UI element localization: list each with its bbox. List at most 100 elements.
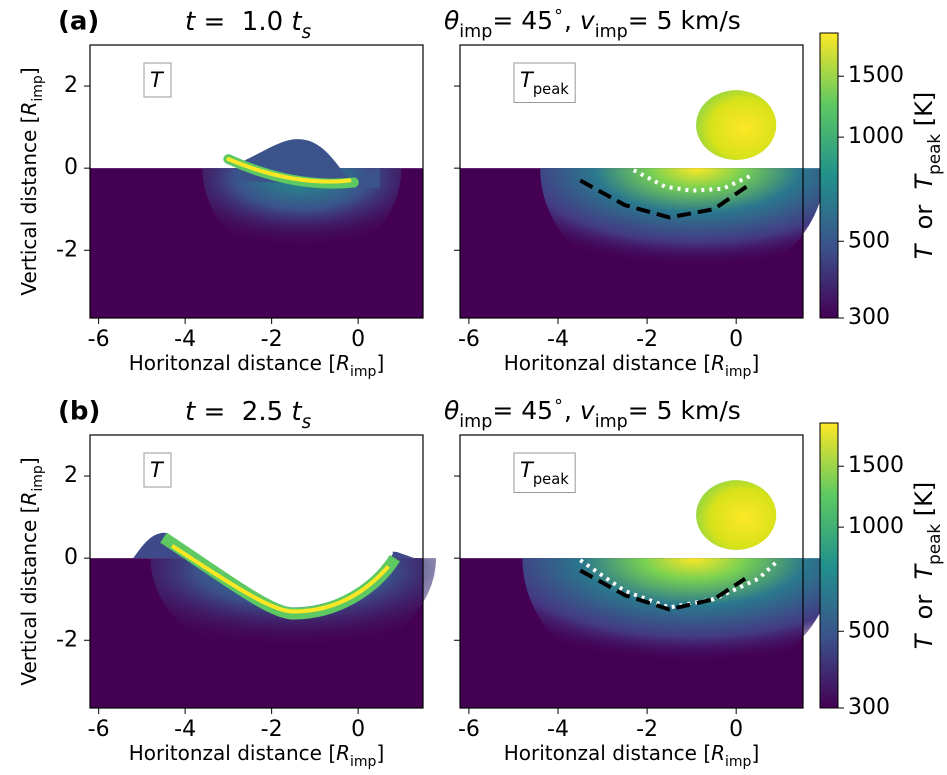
field-label-box [143,452,172,488]
colorbar-tick-label: 1500 [848,453,904,478]
text-part: = 1.0 [195,7,291,37]
x-tick-label: -4 [174,327,196,352]
colorbar-tick-label: 1000 [848,124,904,149]
text-part: Horitonzal distance [ [504,351,711,375]
y-axis-label: Vertical distance [Rimp] [17,457,47,685]
y-tick-label: 0 [64,155,78,180]
x-tick-label: -4 [547,327,569,352]
y-axis-label: Vertical distance [Rimp] [17,67,47,295]
colorbar-tick-label: 300 [848,695,890,720]
colorbar-tick-label: 500 [848,228,890,253]
text-part: imp [459,22,492,42]
impactor [696,90,777,160]
text-part: θ [444,396,459,425]
x-tick-label: -6 [88,327,110,352]
text-part: imp [350,754,377,770]
text-part: = 45 [492,396,553,425]
y-tick-label: -2 [56,627,78,652]
text-part: Horitonzal distance [ [129,351,336,375]
contour-line [579,558,778,610]
colorbar-tick-label: 1000 [848,514,904,539]
field-label: T [150,458,165,482]
text-part: ] [376,741,384,765]
x-tick-label: -2 [261,717,283,742]
x-tick-label: -2 [636,717,658,742]
text-part: [K] [910,92,938,134]
crater [167,525,393,608]
text-part: peak [533,81,569,98]
axes-frame [459,44,804,319]
text-part: Vertical distance [ [17,116,41,296]
field-label: T [150,68,165,92]
text-part: s [302,412,312,433]
colorbar [819,422,839,709]
text-part: imp [350,364,377,380]
x-axis-label: Horitonzal distance [Rimp] [504,741,760,771]
text-part: Vertical distance [ [17,506,41,686]
text-part: imp [595,412,628,432]
hot-band [226,157,352,184]
text-part: peak [924,524,944,565]
text-part: R [711,741,725,765]
text-part: Horitonzal distance [ [504,741,711,765]
chart-title: t = 2.5 ts [185,397,312,433]
text-part: ∘ [553,392,564,412]
colorbar-tick-label: 500 [848,618,890,643]
colorbar-tick-label: 1500 [848,63,904,88]
text-part: T [910,563,938,580]
text-part: T [520,458,535,482]
axes-frame [89,434,424,709]
x-tick-label: -6 [88,717,110,742]
field-label-box [513,62,576,103]
y-tick-label: 2 [64,73,78,98]
panel-label: (a) [58,7,99,37]
hot-band [171,544,390,614]
text-part: T [150,458,165,482]
text-part: t [185,397,196,427]
impactor [696,480,777,550]
x-axis-label: Horitonzal distance [Rimp] [129,351,385,381]
text-part: T [520,68,535,92]
contour-line [579,568,747,612]
colorbar [819,32,839,319]
text-part: ] [17,67,41,75]
text-part: T [910,242,938,259]
field-label: Tpeak [520,68,569,98]
chart-title: t = 1.0 ts [185,7,312,43]
text-part: Horitonzal distance [ [129,741,336,765]
axes-frame [89,44,424,319]
peak-zone [540,168,826,292]
x-tick-label: 0 [729,327,743,352]
axes-frame [459,434,804,709]
field-label-box [143,62,172,98]
text-part: imp [30,465,46,492]
x-tick-label: -2 [636,327,658,352]
text-part: = 2.5 [195,397,291,427]
x-tick-label: 0 [351,327,365,352]
x-axis-label: Horitonzal distance [Rimp] [129,741,385,771]
text-part: = 5 km/s [628,6,741,35]
colorbar-label: T or Tpeak [K] [910,482,944,650]
chart-title: θimp= 45∘, vimp= 5 km/s [444,392,741,432]
colorbar-tick-label: 300 [848,305,890,330]
colorbar-label: T or Tpeak [K] [910,92,944,260]
field-label: Tpeak [520,458,569,488]
text-part: ] [17,457,41,465]
y-tick-label: -2 [56,237,78,262]
text-part: , [564,396,580,425]
text-part: R [711,351,725,375]
text-part: = 45 [492,6,553,35]
text-part: imp [459,412,492,432]
text-part: or [910,580,938,635]
text-part: ∘ [553,2,564,22]
text-part: t [291,397,302,427]
text-part: ] [751,741,759,765]
x-tick-label: -6 [458,717,480,742]
text-part: imp [725,364,752,380]
peak-zone [522,558,835,690]
text-part: imp [725,754,752,770]
x-tick-label: -2 [261,327,283,352]
text-part: s [302,22,312,43]
text-part: R [336,351,350,375]
